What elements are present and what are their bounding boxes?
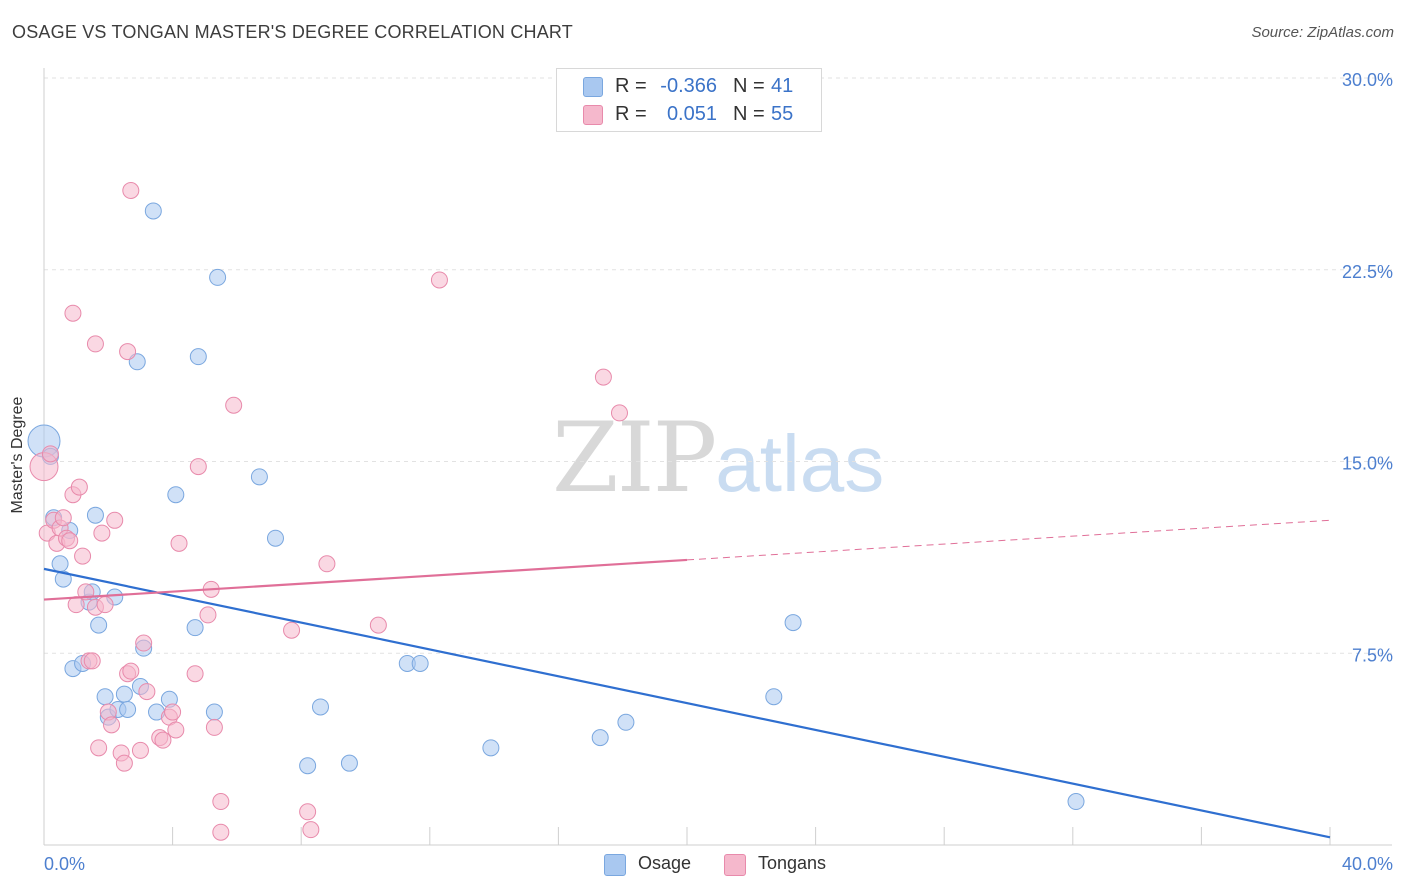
osage-point (411, 654, 429, 672)
legend-label-tongans: Tongans (758, 853, 827, 873)
tongans-trend-line (43, 558, 688, 601)
osage-point (299, 757, 317, 775)
tongans-point (122, 181, 140, 199)
tongans-point (135, 634, 153, 652)
tongans-point (186, 665, 204, 683)
chart-title: OSAGE VS TONGAN MASTER'S DEGREE CORRELAT… (12, 22, 574, 42)
osage-point (119, 700, 137, 718)
osage-point (86, 506, 104, 524)
stats-row-tongans: R = 0.051 N = 55 (557, 101, 821, 127)
osage-point (266, 529, 284, 547)
legend-item-tongans[interactable]: Tongans (724, 852, 854, 876)
osage-point (591, 729, 609, 747)
source-label: Source: ZipAtlas.com (1251, 24, 1394, 41)
osage-point (1067, 793, 1085, 811)
r-value: -0.366 (660, 75, 717, 97)
tongans-point (54, 509, 72, 527)
osage-point (144, 202, 162, 220)
osage-point (167, 486, 185, 504)
tongans-point (164, 703, 182, 721)
watermark-zip: ZIP (552, 402, 717, 514)
osage-point (250, 468, 268, 486)
tongans-legend-swatch (724, 854, 746, 876)
x-tick-label: 40.0% (1342, 854, 1393, 874)
r-value: 0.051 (666, 103, 717, 125)
osage-point (96, 688, 114, 706)
tongans-swatch (583, 105, 603, 125)
tongans-point (167, 721, 185, 739)
watermark-atlas: atlas (715, 419, 885, 508)
osage-point (186, 619, 204, 637)
tongans-point (41, 445, 59, 463)
stats-box: R = -0.366 N = 41 R = 0.051 N = 55 (556, 68, 822, 132)
y-tick-label: 7.5% (1352, 645, 1393, 665)
watermark: ZIPatlas (552, 402, 884, 514)
osage-point (115, 685, 133, 703)
y-tick-label: 22.5% (1342, 262, 1393, 282)
tongans-point (610, 404, 628, 422)
tongans-point (199, 606, 217, 624)
tongans-point (369, 616, 387, 634)
osage-point (311, 698, 329, 716)
osage-swatch (583, 77, 603, 97)
tongans-point (154, 731, 172, 749)
tongans-point (86, 335, 104, 353)
osage-point (51, 555, 69, 573)
tongans-point (106, 511, 124, 529)
tongans-point (205, 718, 223, 736)
tongans-point (103, 716, 121, 734)
tongans-point (302, 821, 320, 839)
x-tick-label: 0.0% (44, 854, 85, 874)
osage-point (482, 739, 500, 757)
tongans-point (115, 754, 133, 772)
tongans-point (119, 343, 137, 361)
tongans-point (93, 524, 111, 542)
tongans-point (212, 793, 230, 811)
tongans-point (189, 458, 207, 476)
tongans-point (83, 652, 101, 670)
tongans-point (430, 271, 448, 289)
osage-point (189, 348, 207, 366)
n-value: 41 (771, 75, 794, 97)
tongans-point (64, 304, 82, 322)
n-label: N = (733, 103, 765, 125)
stats-row-osage: R = -0.366 N = 41 (557, 73, 821, 99)
osage-point (765, 688, 783, 706)
tongans-point (212, 823, 230, 841)
tongans-point (74, 547, 92, 565)
n-label: N = (733, 75, 765, 97)
y-tick-label: 30.0% (1342, 70, 1393, 90)
y-axis-label: Master's Degree (9, 396, 26, 514)
r-label: R = (615, 103, 647, 125)
tongans-point (318, 555, 336, 573)
tongans-point (299, 803, 317, 821)
legend-item-osage[interactable]: Osage (604, 852, 714, 876)
osage-point (209, 268, 227, 286)
osage-point (617, 713, 635, 731)
tongans-point (225, 396, 243, 414)
n-value: 55 (771, 103, 794, 125)
tongans-point (96, 596, 114, 614)
osage-point (205, 703, 223, 721)
osage-point (784, 614, 802, 632)
tongans-trend-line-extension (686, 519, 1331, 561)
tongans-point (138, 683, 156, 701)
tongans-point (170, 534, 188, 552)
tongans-point (594, 368, 612, 386)
tongans-point (90, 739, 108, 757)
osage-point (340, 754, 358, 772)
y-tick-label: 15.0% (1342, 454, 1393, 474)
tongans-point (122, 662, 140, 680)
osage-trend-line (43, 567, 1331, 839)
tongans-point (131, 741, 149, 759)
osage-point (90, 616, 108, 634)
osage-legend-swatch (604, 854, 626, 876)
legend-label-osage: Osage (638, 853, 692, 873)
osage-point (54, 570, 72, 588)
tongans-point (70, 478, 88, 496)
tongans-point (283, 621, 301, 639)
tongans-point (61, 532, 79, 550)
r-label: R = (615, 75, 647, 97)
